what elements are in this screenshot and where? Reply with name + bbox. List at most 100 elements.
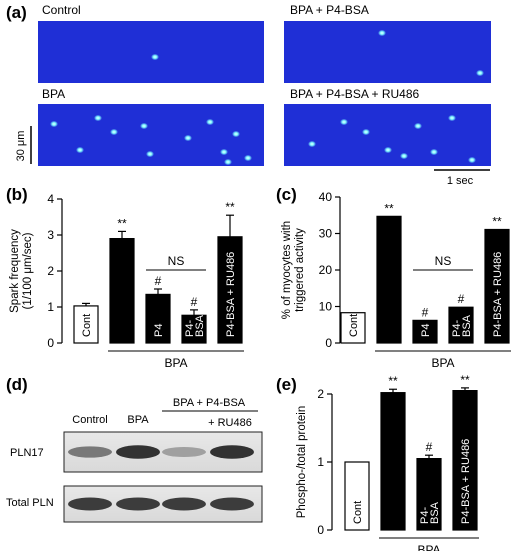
y-tick-label: 1 <box>317 455 324 469</box>
spark <box>244 154 252 162</box>
image-label-bpa: BPA <box>42 87 65 101</box>
image-label-control: Control <box>42 3 81 17</box>
bar <box>376 215 402 344</box>
blot-bands-total-pln <box>68 497 254 511</box>
spark <box>224 158 232 166</box>
blot-label-pln17: PLN17 <box>10 447 44 459</box>
spark-group <box>308 114 476 164</box>
bar <box>109 238 135 344</box>
bar <box>452 390 478 531</box>
y-tick-label: 0 <box>317 523 324 537</box>
group-label: BPA <box>417 543 440 551</box>
bar <box>73 305 99 344</box>
spark <box>362 128 370 136</box>
significance-mark: ** <box>225 200 235 214</box>
y-tick-label: 0 <box>47 336 54 350</box>
blot-band <box>162 446 206 458</box>
y-tick-label: 20 <box>319 263 333 277</box>
chart-phospho-ratio: 0 1 2 Phospho-/total protein Cont ** # P4-BSA **… <box>296 373 479 551</box>
ns-label: NS <box>435 254 452 268</box>
spark <box>476 69 484 77</box>
spark <box>468 156 476 164</box>
bar-label: Cont <box>81 314 93 337</box>
y-axis-label: (1/100 μm/sec) <box>22 232 34 309</box>
image-label-bpa-p4bsa: BPA + P4-BSA <box>290 3 369 17</box>
y-axis-label: Spark frequency <box>9 229 21 313</box>
image-label-bpa-p4bsa-ru486: BPA + P4-BSA + RU486 <box>290 87 420 101</box>
bar-label: BSA <box>461 314 473 337</box>
bar <box>145 293 171 344</box>
ns-label: NS <box>168 254 185 268</box>
spark-group <box>50 114 252 166</box>
bar-label: BSA <box>429 501 441 524</box>
confocal-image-bpa-p4bsa: BPA + P4-BSA <box>284 3 491 83</box>
significance-mark: ** <box>460 373 470 387</box>
panel-letter-a: (a) <box>6 3 27 22</box>
spark-group <box>151 53 159 61</box>
spark <box>400 152 408 160</box>
spark <box>232 130 240 138</box>
bar <box>412 319 438 344</box>
significance-mark: ** <box>384 201 394 215</box>
bar <box>217 236 243 344</box>
y-tick-label: 10 <box>319 300 333 314</box>
bar-label: P4-BSA + RU486 <box>225 252 237 337</box>
y-axis-label: % of myocytes with <box>281 221 293 319</box>
bar <box>340 312 366 344</box>
y-tick-label: 0 <box>325 336 332 350</box>
spark <box>110 128 118 136</box>
group-label: BPA <box>164 356 187 370</box>
significance-mark: ** <box>117 216 127 230</box>
spark <box>308 140 316 148</box>
blot-band <box>68 497 112 511</box>
bar-label: Cont <box>352 501 364 524</box>
blot-band <box>210 445 254 459</box>
lane-label-control: Control <box>72 414 107 426</box>
bar-label: P4- <box>451 320 463 337</box>
y-tick-label: 2 <box>317 387 324 401</box>
spark <box>220 148 228 156</box>
significance-mark: # <box>155 274 162 288</box>
bar-label: P4- <box>184 320 196 337</box>
blot-bands-pln17 <box>68 445 254 459</box>
blot-label-total-pln: Total PLN <box>6 497 54 509</box>
panel-letter-d: (d) <box>6 375 28 394</box>
bar-label: P4 <box>153 324 165 337</box>
significance-mark: ** <box>388 374 398 388</box>
confocal-image-control: Control <box>38 3 264 83</box>
bar-label: Cont <box>348 314 360 337</box>
group-label: BPA <box>431 356 454 370</box>
chart-spark-frequency: 0 1 2 3 4 Spark frequency (1/100 μm/sec) Cont **… <box>9 192 244 370</box>
scale-label-horizontal: 1 sec <box>447 175 474 187</box>
spark <box>430 148 438 156</box>
lane-group-label: BPA + P4-BSA <box>173 397 246 409</box>
bar-label: P4- <box>419 507 431 524</box>
spark <box>448 114 456 122</box>
bar-label: P4 <box>420 324 432 337</box>
bar <box>484 228 510 344</box>
significance-mark: # <box>458 292 465 306</box>
spark <box>340 118 348 126</box>
spark <box>206 118 214 126</box>
panel-letter-e: (e) <box>276 375 297 394</box>
bar <box>181 314 207 344</box>
spark <box>378 29 386 37</box>
panel-letter-b: (b) <box>6 185 28 204</box>
spark <box>94 114 102 122</box>
lane-label-bpa: BPA <box>127 414 149 426</box>
y-tick-label: 1 <box>47 300 54 314</box>
bar-label: P4-BSA + RU486 <box>492 252 504 337</box>
bar <box>380 392 406 531</box>
lane-sub-label: + RU486 <box>208 417 252 429</box>
y-tick-label: 3 <box>47 228 54 242</box>
spark <box>184 134 192 142</box>
bar-label: P4-BSA + RU486 <box>460 439 472 524</box>
blot-band <box>210 497 254 511</box>
confocal-image-bpa: BPA <box>38 87 264 166</box>
y-axis-label: triggered activity <box>294 228 306 312</box>
spark <box>151 53 159 61</box>
significance-mark: # <box>426 440 433 454</box>
spark <box>146 150 154 158</box>
blot-band <box>116 445 160 459</box>
